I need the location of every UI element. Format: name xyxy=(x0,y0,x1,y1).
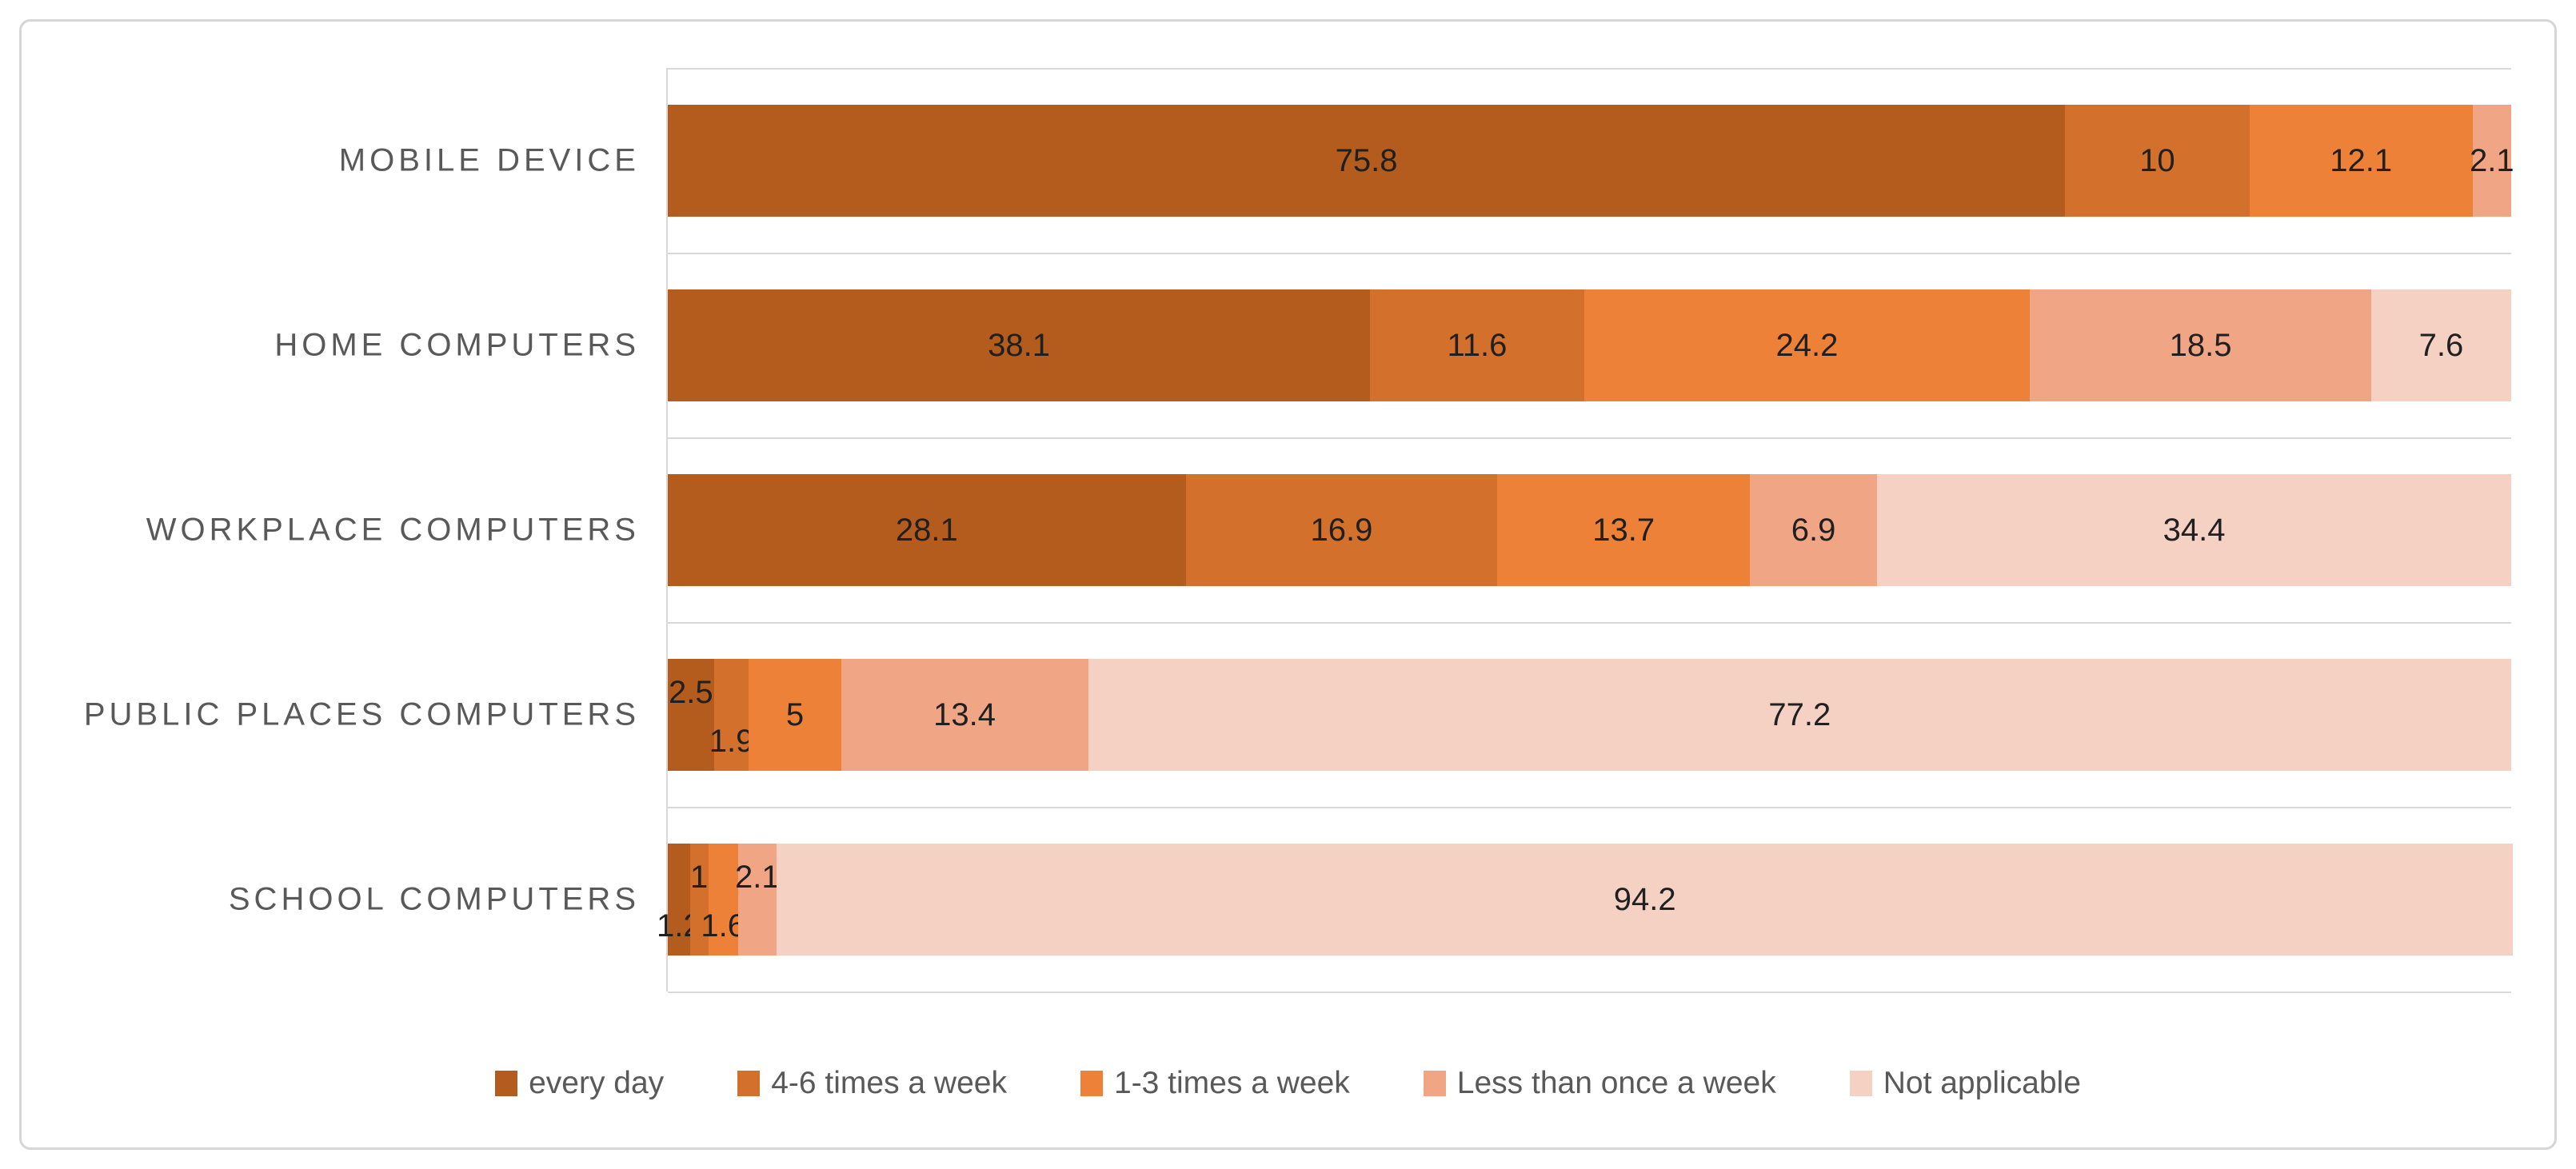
category-label: MOBILE DEVICE xyxy=(338,142,640,178)
bar-segment xyxy=(668,843,690,956)
legend-item: 1-3 times a week xyxy=(1080,1066,1350,1101)
bar-segment xyxy=(668,473,1186,586)
legend-label: 4-6 times a week xyxy=(771,1066,1007,1100)
value-label: 12.1 xyxy=(2330,142,2393,178)
legend: every day 4-6 times a week 1-3 times a wee… xyxy=(0,1054,2576,1113)
legend-item: every day xyxy=(495,1066,664,1101)
value-label: 2.1 xyxy=(734,859,780,895)
bar-segment xyxy=(841,658,1088,771)
value-label: 34.4 xyxy=(2163,512,2226,548)
bar-row: 28.1 16.9 13.7 6.9 34.4 xyxy=(668,473,2511,586)
category-label: HOME COMPUTERS xyxy=(274,327,640,362)
bar-segment xyxy=(737,843,777,956)
bar-segment xyxy=(668,658,714,771)
legend-label: Not applicable xyxy=(1883,1066,2081,1100)
bar-row: 1.2 1 1.6 2.1 94.2 xyxy=(657,843,2514,956)
value-label: 11.6 xyxy=(1447,327,1508,363)
value-label: 2.1 xyxy=(2469,142,2514,178)
bar-row: 38.1 11.6 24.2 18.5 7.6 xyxy=(668,289,2511,401)
bar-segment xyxy=(1750,473,1878,586)
value-label: 7.6 xyxy=(2418,327,2464,363)
bar-segment xyxy=(776,843,2514,956)
category-label: SCHOOL COMPUTERS xyxy=(228,881,640,916)
bar-segment xyxy=(1185,473,1498,586)
value-label: 13.7 xyxy=(1592,512,1655,548)
legend-swatch xyxy=(1849,1071,1872,1096)
legend-swatch xyxy=(495,1071,518,1096)
gridline xyxy=(668,437,2511,439)
bar-segment xyxy=(713,658,749,771)
gridline xyxy=(668,622,2511,624)
bar-segment xyxy=(668,289,1371,401)
bar-segment xyxy=(708,843,738,956)
bar-segment xyxy=(1370,289,1584,401)
bar-segment xyxy=(749,658,841,771)
category-label: PUBLIC PLACES COMPUTERS xyxy=(83,696,640,732)
plot-area: 75.8 10 12.1 2.1 38.1 11.6 24.2 18.5 7.6 28.1 16.9… xyxy=(657,68,2514,993)
bar-row: 2.5 1.9 5 13.4 77.2 xyxy=(668,658,2511,771)
bar-segment xyxy=(1584,289,2031,401)
legend-item: Not applicable xyxy=(1849,1066,2081,1101)
bar-row: 75.8 10 12.1 2.1 xyxy=(668,104,2514,217)
value-label: 28.1 xyxy=(895,512,958,548)
value-label: 94.2 xyxy=(1613,881,1676,917)
legend-label: 1-3 times a week xyxy=(1113,1066,1350,1100)
bar-segment xyxy=(2370,289,2511,401)
legend-swatch xyxy=(737,1071,761,1096)
legend-item: Less than once a week xyxy=(1423,1066,1776,1101)
legend-swatch xyxy=(1080,1071,1103,1096)
gridline xyxy=(668,807,2511,808)
bar-segment xyxy=(1088,658,2511,771)
value-label: 77.2 xyxy=(1768,696,1831,732)
value-label: 1 xyxy=(690,859,709,895)
value-label: 38.1 xyxy=(988,327,1051,363)
category-label: WORKPLACE COMPUTERS xyxy=(146,512,640,547)
value-label: 2.5 xyxy=(669,674,713,710)
legend-swatch xyxy=(1423,1071,1446,1096)
legend-item: 4-6 times a week xyxy=(737,1066,1007,1101)
bar-segment xyxy=(2030,289,2371,401)
value-label: 16.9 xyxy=(1310,512,1373,548)
bar-segment xyxy=(689,843,709,956)
value-label: 10 xyxy=(2139,142,2175,178)
bar-segment xyxy=(2249,104,2473,217)
value-label: 13.4 xyxy=(933,696,996,732)
value-label: 6.9 xyxy=(1791,512,1836,548)
value-label: 75.8 xyxy=(1335,142,1398,178)
gridline xyxy=(668,68,2511,70)
value-label: 24.2 xyxy=(1775,327,1839,363)
bar-segment xyxy=(2065,104,2250,217)
value-label: 18.5 xyxy=(2169,327,2232,363)
gridline xyxy=(668,253,2511,254)
category-axis: MOBILE DEVICE HOME COMPUTERS WORKPLACE COM… xyxy=(24,68,640,991)
legend-label: every day xyxy=(529,1066,665,1100)
value-axis-line xyxy=(666,68,668,991)
value-label: 5 xyxy=(785,696,805,732)
bar-segment xyxy=(1497,473,1751,586)
bar-segment xyxy=(668,104,2066,217)
bar-segment xyxy=(2472,104,2511,217)
bar-segment xyxy=(1877,473,2511,586)
gridline xyxy=(668,991,2511,993)
legend-label: Less than once a week xyxy=(1456,1066,1776,1100)
value-label: 1.9 xyxy=(709,724,754,760)
